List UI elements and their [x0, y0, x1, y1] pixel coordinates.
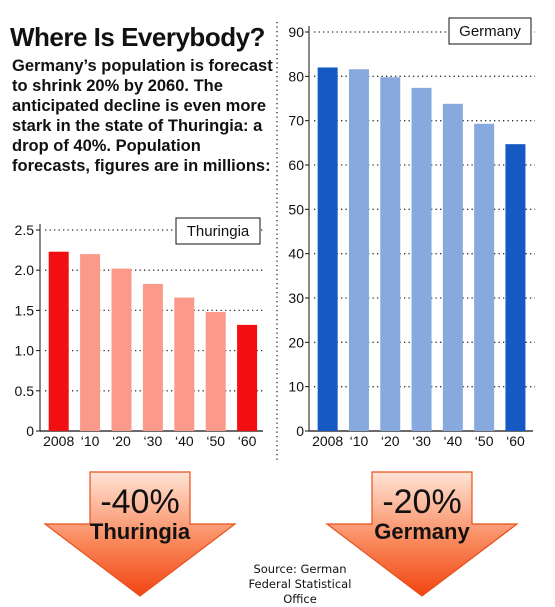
germany-category-label: ‘60: [506, 433, 525, 449]
thuringia-category-label: ‘30: [144, 433, 163, 449]
germany-ytick-label: 10: [288, 379, 304, 395]
thuringia-legend-box: [175, 217, 261, 245]
germany-category-label: 2008: [312, 433, 343, 449]
thuringia-down-arrow: [43, 471, 237, 597]
germany-ytick-label: 80: [288, 68, 304, 84]
thuringia-ytick-label: 2.0: [15, 262, 35, 278]
thuringia-bar: [111, 268, 132, 431]
thuringia-bar: [48, 251, 69, 431]
germany-category-label: ‘20: [381, 433, 400, 449]
thuringia-bar: [80, 254, 101, 431]
arrows-layer: [43, 22, 519, 597]
chart-title: Where Is Everybody?: [10, 22, 265, 52]
germany-category-label: ‘10: [350, 433, 369, 449]
germany-chart: 0 10 20 30 40 50 60 70 80 90 2008 ‘10 ‘20 ‘30 ‘40 ‘50 ‘6…: [288, 17, 535, 449]
source-line-2: Federal Statistical Office: [248, 577, 352, 606]
germany-ytick-label: 70: [288, 113, 304, 129]
thuringia-bar: [174, 297, 195, 431]
thuringia-ytick-label: 1.0: [15, 343, 35, 359]
germany-bar: [474, 123, 495, 432]
germany-arrow-name: Germany: [374, 519, 470, 544]
germany-bar: [317, 67, 338, 431]
germany-ytick-label: 30: [288, 290, 304, 306]
thuringia-ytick-label: 1.5: [15, 302, 35, 318]
thuringia-category-label: ‘50: [206, 433, 225, 449]
germany-ytick-label: 20: [288, 334, 304, 350]
thuringia-ytick-label: 0.5: [15, 383, 35, 399]
thuringia-category-label: ‘60: [238, 433, 257, 449]
germany-down-arrow: [325, 471, 519, 597]
thuringia-category-label: ‘10: [81, 433, 100, 449]
thuringia-bar: [205, 312, 226, 431]
thuringia-bar: [237, 324, 258, 431]
thuringia-arrow-percent: -40%: [100, 483, 180, 521]
germany-category-label: ‘30: [412, 433, 431, 449]
germany-ytick-label: 50: [288, 201, 304, 217]
thuringia-bar: [142, 283, 163, 431]
thuringia-arrow-label: -40% Thuringia: [60, 484, 220, 544]
germany-category-label: ‘40: [444, 433, 463, 449]
source-line-1: Source: German: [253, 562, 347, 576]
thuringia-chart: 0 0.5 1.0 1.5 2.0 2.5 2008 ‘10 ‘20 ‘30 ‘40 ‘50 ‘60 Th…: [15, 217, 265, 449]
germany-arrow-percent: -20%: [382, 483, 462, 521]
germany-arrow-label: -20% Germany: [342, 484, 502, 544]
thuringia-legend-label: Thuringia: [187, 223, 250, 240]
germany-ytick-label: 0: [296, 423, 304, 439]
germany-bar: [505, 144, 526, 431]
thuringia-category-label: 2008: [43, 433, 74, 449]
thuringia-category-label: ‘20: [112, 433, 131, 449]
germany-legend-label: Germany: [459, 23, 521, 40]
germany-bar: [348, 69, 369, 432]
thuringia-arrow-name: Thuringia: [89, 519, 191, 544]
germany-legend-box: [448, 17, 532, 45]
germany-bar: [411, 87, 432, 432]
germany-ytick-label: 60: [288, 157, 304, 173]
intro-text: Germany’s population is forecast to shri…: [12, 57, 273, 175]
germany-bar: [380, 77, 401, 431]
thuringia-ytick-label: 0: [26, 423, 34, 439]
germany-bar: [442, 103, 463, 431]
thuringia-ytick-label: 2.5: [15, 222, 35, 238]
thuringia-category-label: ‘40: [175, 433, 194, 449]
germany-ytick-label: 40: [288, 246, 304, 262]
source-note: Source: German Federal Statistical Offic…: [230, 562, 370, 607]
germany-category-label: ‘50: [475, 433, 494, 449]
germany-ytick-label: 90: [288, 24, 304, 40]
